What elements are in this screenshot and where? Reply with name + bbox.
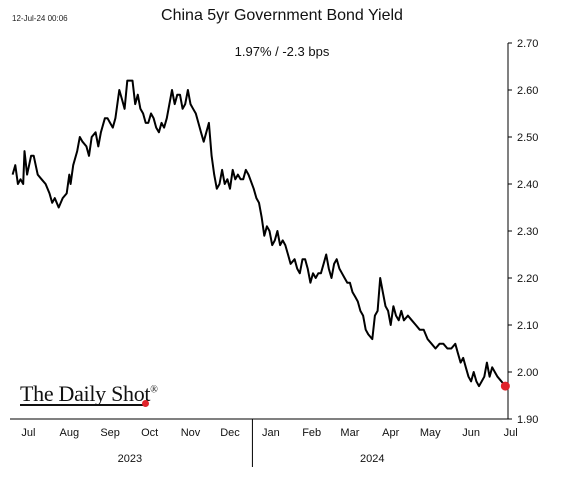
x-tick-label: May <box>420 427 441 439</box>
y-tick-label: 2.40 <box>517 179 538 191</box>
x-tick-label: Sep <box>100 427 120 439</box>
series-line <box>11 79 507 388</box>
x-tick-label: Aug <box>59 427 79 439</box>
chart-subtitle: 1.97% / -2.3 bps <box>234 44 330 59</box>
brand-logo: The Daily Shot® <box>20 381 158 407</box>
x-tick-label: Dec <box>220 427 240 439</box>
x-tick-label: Nov <box>181 427 201 439</box>
registered-mark: ® <box>150 384 158 396</box>
y-tick-label: 2.30 <box>517 226 538 238</box>
y-tick-label: 2.00 <box>517 367 538 379</box>
chart-title: China 5yr Government Bond Yield <box>161 7 403 24</box>
year-label: 2023 <box>118 453 142 465</box>
y-tick-label: 2.70 <box>517 38 538 50</box>
x-tick-label: Mar <box>340 427 359 439</box>
y-tick-label: 2.50 <box>517 132 538 144</box>
timestamp: 12-Jul-24 00:06 <box>12 14 68 23</box>
x-tick-label: Jul <box>21 427 35 439</box>
x-tick-label: Feb <box>302 427 321 439</box>
y-tick-label: 1.90 <box>517 414 538 426</box>
y-tick-label: 2.20 <box>517 273 538 285</box>
last-point-marker <box>500 381 510 391</box>
year-label: 2024 <box>360 453 384 465</box>
y-tick-label: 2.60 <box>517 85 538 97</box>
x-tick-label: Jan <box>262 427 280 439</box>
brand-logo-text: The Daily Shot <box>20 381 151 406</box>
brand-dot <box>142 400 149 407</box>
x-tick-label: Jun <box>462 427 480 439</box>
x-tick-label: Apr <box>382 427 399 439</box>
x-tick-label: Jul <box>504 427 518 439</box>
x-tick-label: Oct <box>141 427 158 439</box>
brand-underline <box>20 404 146 406</box>
y-tick-label: 2.10 <box>517 320 538 332</box>
